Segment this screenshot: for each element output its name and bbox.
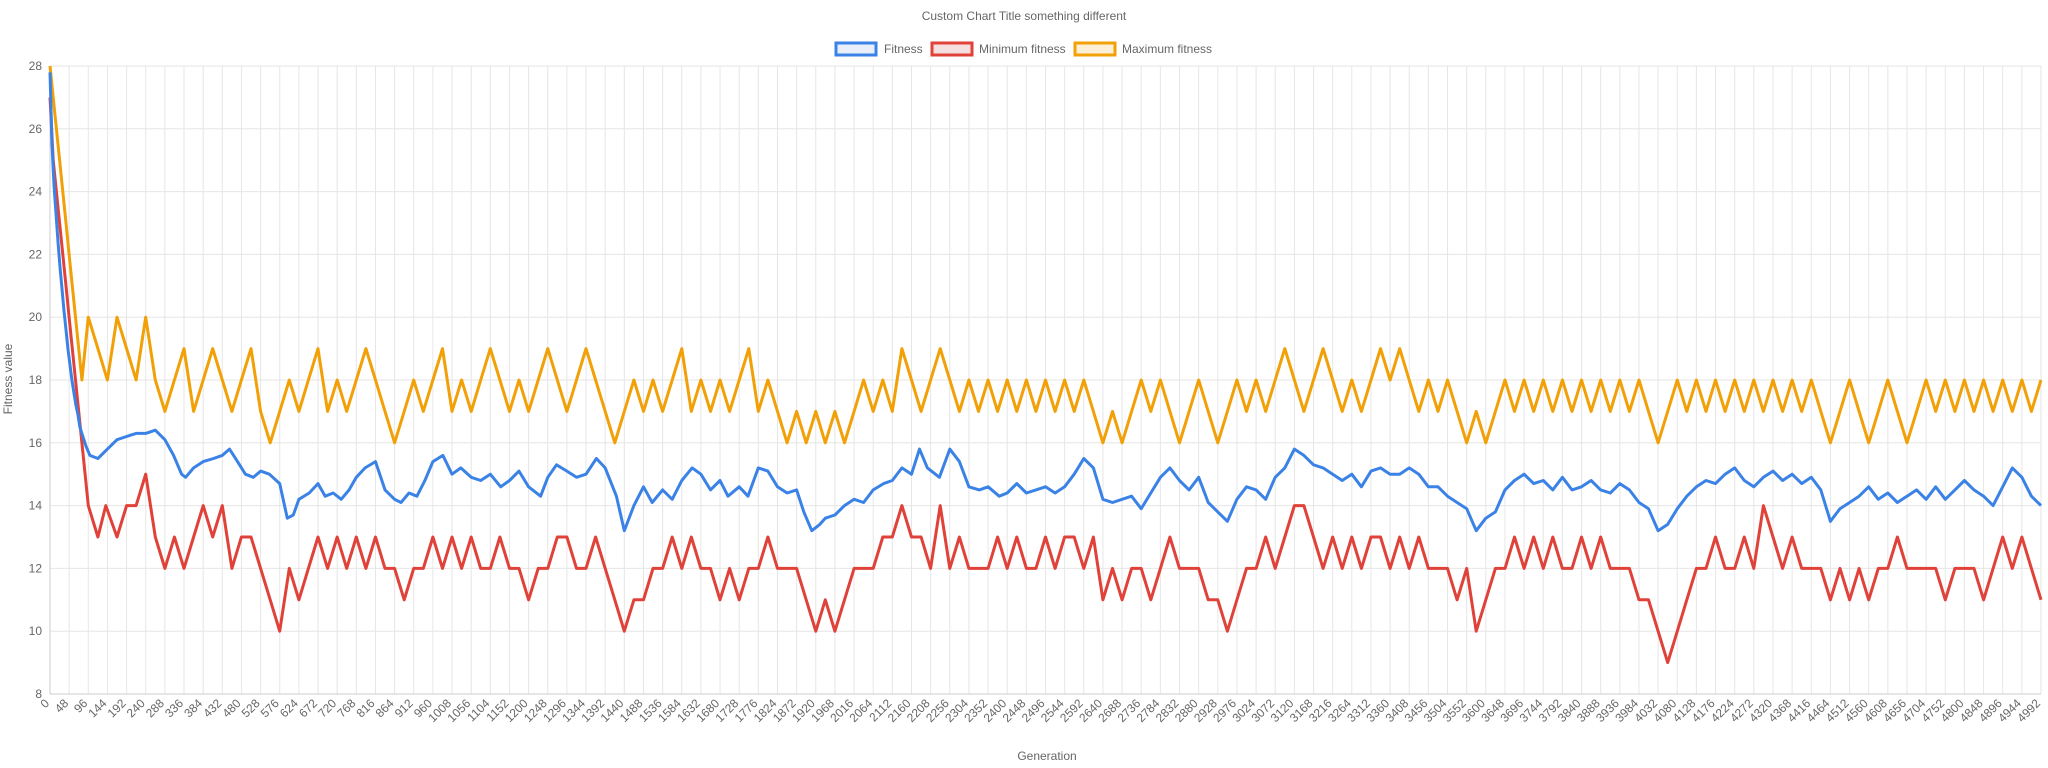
series-line-fitness — [48, 72, 2043, 533]
series-line-maximum-fitness — [48, 65, 2043, 445]
y-tick-label: 12 — [29, 561, 43, 575]
y-tick-label: 16 — [29, 436, 43, 450]
series-layer — [48, 65, 2043, 665]
y-tick-label: 26 — [29, 122, 43, 136]
y-tick-label: 14 — [29, 499, 43, 513]
y-tick-label: 22 — [29, 247, 43, 261]
legend-label: Minimum fitness — [979, 42, 1066, 56]
legend-swatch — [834, 41, 878, 57]
legend-item-maximum-fitness[interactable]: Maximum fitness — [1073, 41, 1212, 57]
legend-item-minimum-fitness[interactable]: Minimum fitness — [930, 41, 1066, 57]
legend-item-fitness[interactable]: Fitness — [834, 41, 923, 57]
y-tick-label: 20 — [29, 310, 43, 324]
legend-label: Maximum fitness — [1122, 42, 1212, 56]
legend-swatch — [1073, 41, 1117, 57]
legend-label: Fitness — [884, 42, 923, 56]
x-tick-label: 48 — [52, 696, 72, 716]
y-tick-label: 24 — [29, 185, 43, 199]
series-line-minimum-fitness — [48, 97, 2043, 665]
x-tick-label: 0 — [37, 696, 52, 711]
y-tick-label: 28 — [29, 59, 43, 73]
y-tick-label: 10 — [29, 624, 43, 638]
legend-swatch — [930, 41, 974, 57]
y-tick-label: 18 — [29, 373, 43, 387]
y-tick-label: 8 — [35, 687, 42, 701]
chart-title: Custom Chart Title something different — [922, 9, 1127, 23]
y-axis-title: Fitness value — [1, 343, 15, 414]
x-axis-title: Generation — [1017, 749, 1076, 763]
x-tick-label: 4992 — [2014, 696, 2043, 725]
legend[interactable]: Fitness Minimum fitness Maximum fitness — [834, 41, 1212, 57]
